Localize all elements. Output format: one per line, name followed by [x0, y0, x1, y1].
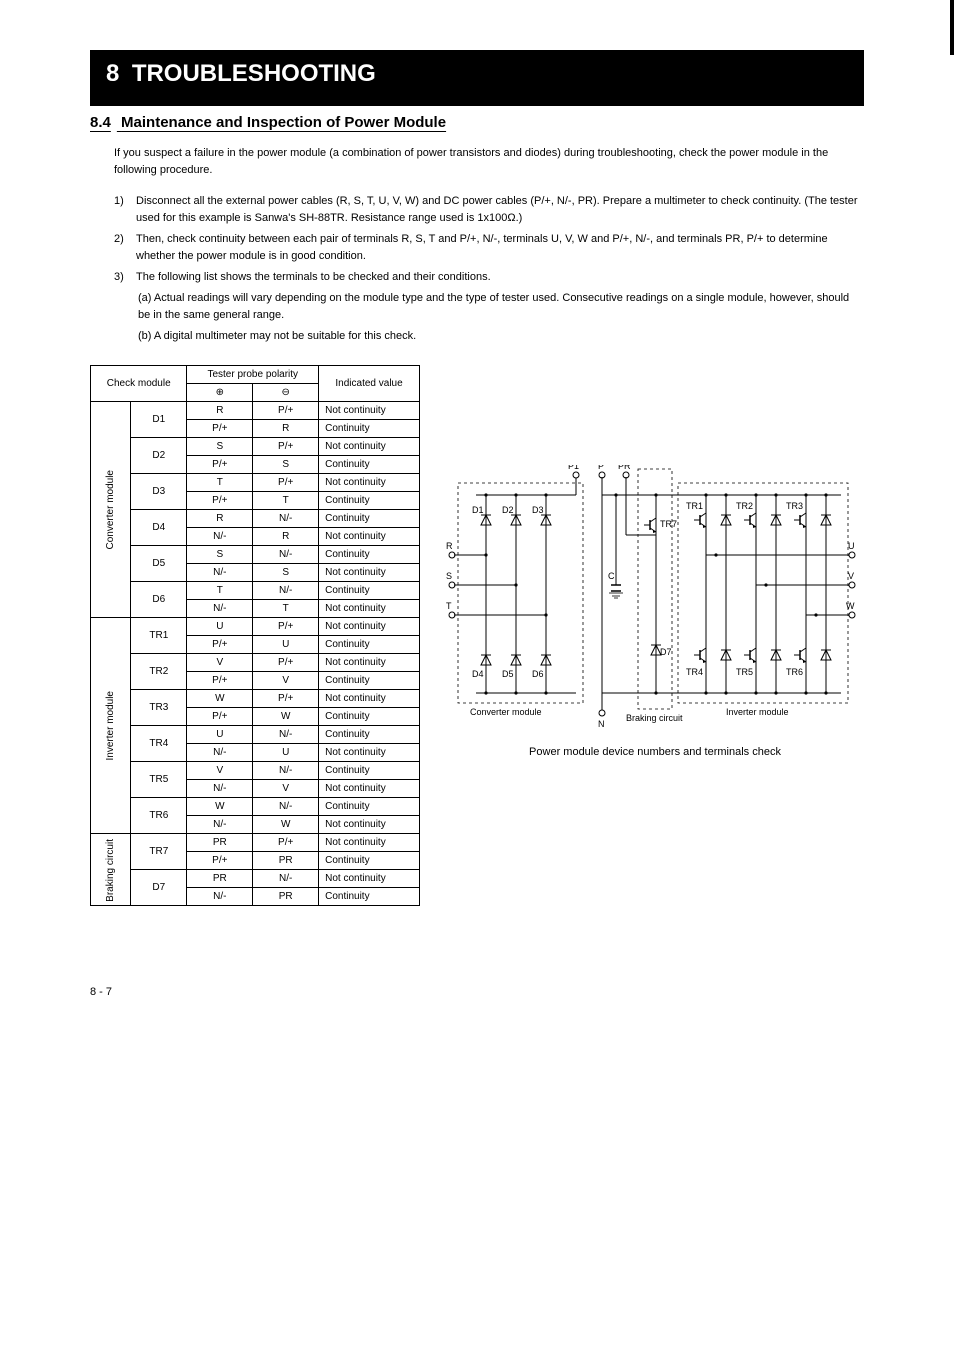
svg-text:P: P — [598, 465, 604, 471]
svg-text:N: N — [598, 719, 605, 729]
intro-paragraph: If you suspect a failure in the power mo… — [90, 145, 864, 179]
svg-text:Braking circuit: Braking circuit — [626, 713, 683, 723]
step-marker: 3) — [114, 269, 136, 286]
svg-text:TR1: TR1 — [686, 501, 703, 511]
svg-text:S: S — [446, 571, 452, 581]
step-marker: 1) — [114, 193, 136, 227]
section-heading: 8.4 Maintenance and Inspection of Power … — [90, 114, 864, 131]
svg-text:TR4: TR4 — [686, 667, 703, 677]
step-text: Then, check continuity between each pair… — [136, 231, 864, 265]
svg-text:TR3: TR3 — [786, 501, 803, 511]
svg-text:TR7: TR7 — [660, 519, 677, 529]
svg-text:Converter module: Converter module — [470, 707, 542, 717]
svg-text:Inverter module: Inverter module — [726, 707, 789, 717]
step-text: The following list shows the terminals t… — [136, 269, 491, 286]
step-3a: (a) Actual readings will vary depending … — [138, 290, 864, 324]
svg-text:R: R — [446, 541, 453, 551]
chapter-number: 8 — [106, 60, 119, 88]
check-table: Check moduleTester probe polarityIndicat… — [90, 365, 420, 906]
chapter-header: 8 TROUBLESHOOTING — [90, 50, 864, 106]
svg-text:U: U — [848, 541, 855, 551]
step-1: 1) Disconnect all the external power cab… — [114, 193, 864, 227]
step-3b: (b) A digital multimeter may not be suit… — [138, 328, 864, 345]
section-title: Maintenance and Inspection of Power Modu… — [121, 114, 446, 131]
svg-text:W: W — [846, 601, 855, 611]
svg-text:TR2: TR2 — [736, 501, 753, 511]
svg-text:D2: D2 — [502, 505, 514, 515]
svg-text:V: V — [848, 571, 854, 581]
step-2: 2) Then, check continuity between each p… — [114, 231, 864, 265]
svg-text:TR6: TR6 — [786, 667, 803, 677]
svg-text:TR5: TR5 — [736, 667, 753, 677]
svg-text:D6: D6 — [532, 669, 544, 679]
procedure-list: 1) Disconnect all the external power cab… — [90, 193, 864, 345]
circuit-svg: P1 P PR N — [446, 465, 856, 735]
svg-text:P1: P1 — [568, 465, 579, 471]
step-marker: 2) — [114, 231, 136, 265]
header-right-bar — [950, 0, 954, 55]
svg-text:D7: D7 — [660, 647, 672, 657]
svg-text:D4: D4 — [472, 669, 484, 679]
step-text: Disconnect all the external power cables… — [136, 193, 864, 227]
diagram-caption: Power module device numbers and terminal… — [446, 746, 864, 758]
svg-text:D3: D3 — [532, 505, 544, 515]
section-number: 8.4 — [90, 114, 111, 131]
chapter-title: TROUBLESHOOTING — [132, 60, 376, 88]
svg-text:D5: D5 — [502, 669, 514, 679]
svg-text:T: T — [446, 601, 452, 611]
circuit-diagram: P1 P PR N — [420, 365, 864, 758]
step-3: 3) The following list shows the terminal… — [114, 269, 864, 286]
page-footer: 8 - 7 — [90, 986, 864, 998]
page-number: 8 - 7 — [90, 986, 112, 998]
svg-text:C: C — [608, 571, 615, 581]
svg-text:PR: PR — [618, 465, 631, 471]
svg-text:D1: D1 — [472, 505, 484, 515]
